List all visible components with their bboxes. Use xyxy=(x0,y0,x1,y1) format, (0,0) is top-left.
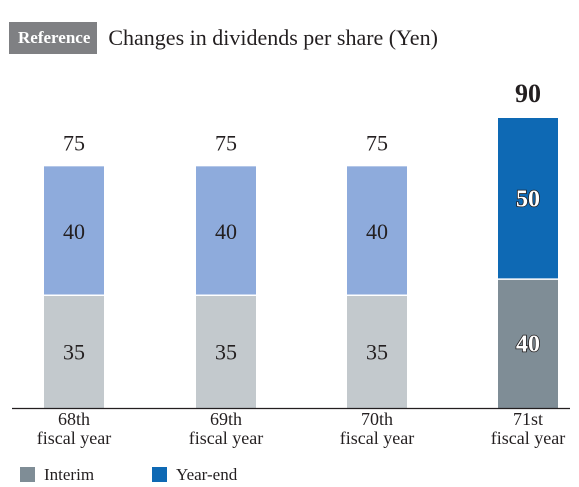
bar-interim-3 xyxy=(347,295,407,408)
bar-value-label: 40 xyxy=(366,219,388,244)
legend-label-year-end: Year-end xyxy=(176,465,238,484)
bar-interim-1 xyxy=(44,295,104,408)
bar-value-label: 40 xyxy=(215,219,237,244)
x-tick-label: fiscal year xyxy=(37,428,111,448)
bar-total-label: 90 xyxy=(515,79,541,108)
bar-value-label: 40 xyxy=(63,219,85,244)
legend-swatch-year-end xyxy=(152,467,167,482)
x-tick-label: 71st xyxy=(513,409,543,429)
x-tick-label: fiscal year xyxy=(491,428,565,448)
legend-swatch-interim xyxy=(20,467,35,482)
legend-label-interim: Interim xyxy=(44,465,94,484)
bar-year-end-1 xyxy=(44,166,104,296)
bar-interim-2 xyxy=(196,295,256,408)
bar-year-end-3 xyxy=(347,166,407,296)
chart-title: Changes in dividends per share (Yen) xyxy=(108,25,438,50)
bar-value-label: 35 xyxy=(366,340,388,365)
x-tick-label: 68th xyxy=(58,409,90,429)
bar-interim-4 xyxy=(498,279,558,408)
x-tick-label: fiscal year xyxy=(340,428,414,448)
x-tick-label: 70th xyxy=(361,409,393,429)
bar-year-end-4 xyxy=(498,118,558,280)
reference-badge: Reference xyxy=(9,22,98,54)
bar-total-label: 75 xyxy=(63,130,85,155)
chart-header: Reference Changes in dividends per share… xyxy=(9,22,438,54)
bar-total-label: 75 xyxy=(366,130,388,155)
bar-value-label: 35 xyxy=(215,340,237,365)
bar-year-end-2 xyxy=(196,166,256,296)
bar-value-label: 35 xyxy=(63,340,85,365)
bar-value-label: 50 xyxy=(516,187,540,213)
x-tick-label: 69th xyxy=(210,409,242,429)
bar-total-label: 75 xyxy=(215,130,237,155)
x-tick-label: fiscal year xyxy=(189,428,263,448)
bar-value-label: 40 xyxy=(516,332,540,358)
